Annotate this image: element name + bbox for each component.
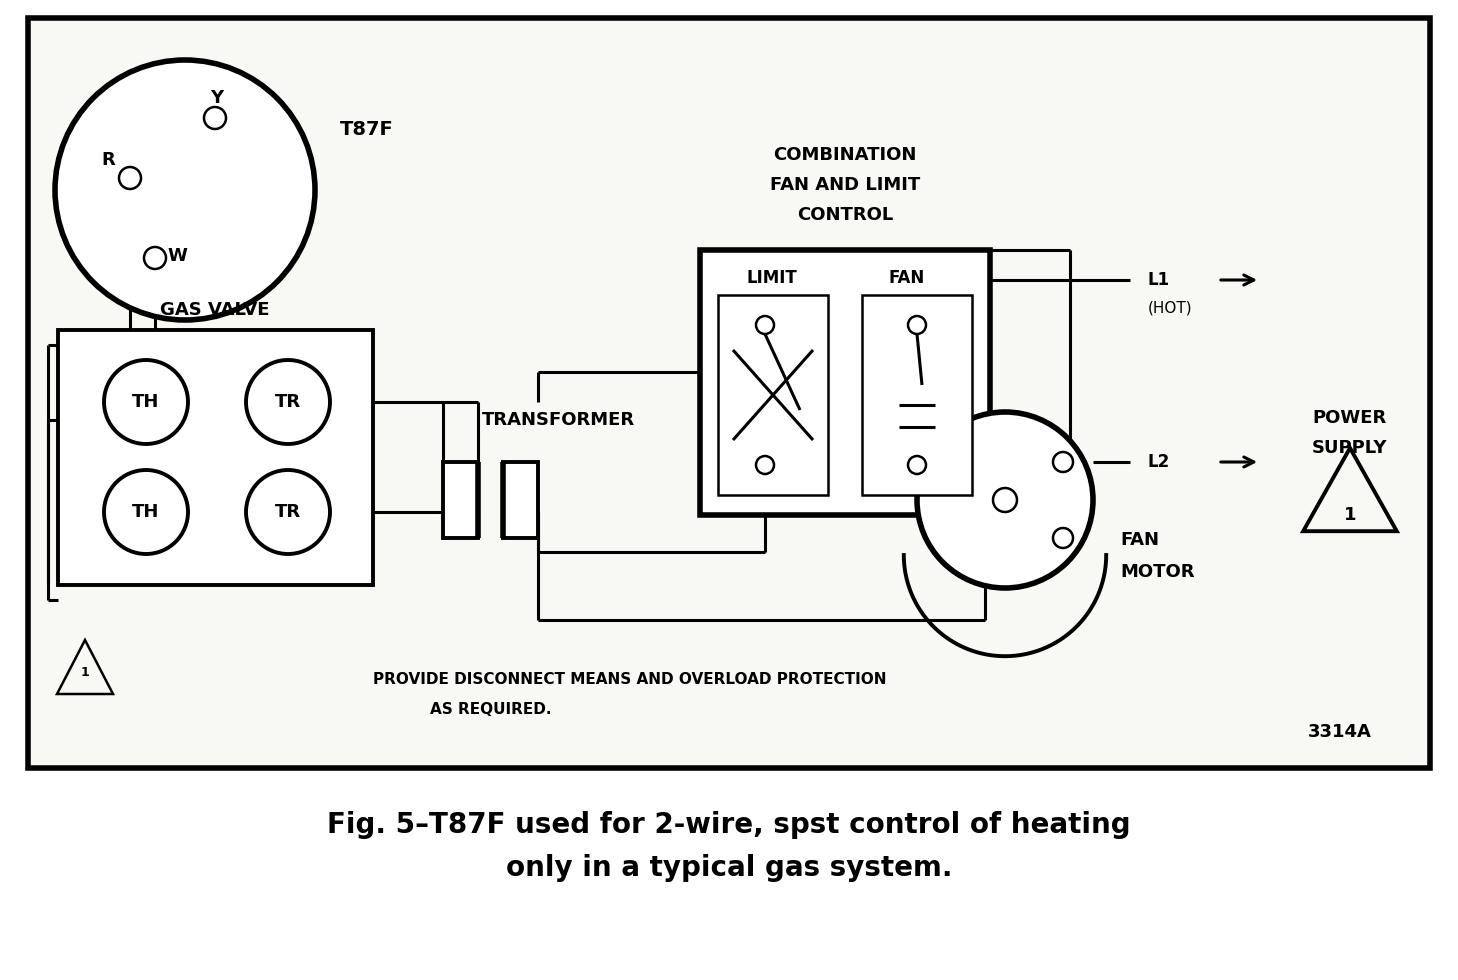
- Text: SUPPLY: SUPPLY: [1312, 439, 1388, 457]
- Bar: [700, 250, 990, 515]
- Text: FAN AND LIMIT: FAN AND LIMIT: [770, 176, 920, 194]
- Text: GAS VALVE: GAS VALVE: [160, 301, 270, 319]
- Text: TR: TR: [276, 393, 300, 411]
- Text: Fig. 5–T87F used for 2-wire, spst control of heating: Fig. 5–T87F used for 2-wire, spst contro…: [327, 811, 1131, 839]
- Circle shape: [104, 360, 188, 444]
- Text: L1: L1: [1147, 271, 1171, 289]
- Bar: [862, 295, 972, 495]
- Circle shape: [917, 412, 1094, 588]
- Text: FAN: FAN: [1120, 531, 1159, 549]
- Circle shape: [1053, 452, 1073, 472]
- Circle shape: [104, 470, 188, 554]
- Bar: [443, 462, 478, 538]
- Text: Y: Y: [210, 89, 223, 107]
- Text: (HOT): (HOT): [1147, 301, 1193, 316]
- Bar: [28, 18, 1430, 768]
- Circle shape: [246, 360, 330, 444]
- Text: W: W: [168, 247, 187, 265]
- Text: AS REQUIRED.: AS REQUIRED.: [430, 703, 551, 717]
- Text: LIMIT: LIMIT: [746, 269, 798, 287]
- Text: TH: TH: [133, 393, 160, 411]
- Text: R: R: [101, 151, 115, 169]
- Circle shape: [757, 456, 774, 474]
- Text: TH: TH: [133, 503, 160, 521]
- Text: COMBINATION: COMBINATION: [773, 146, 917, 164]
- Text: T87F: T87F: [340, 121, 394, 139]
- Text: MOTOR: MOTOR: [1120, 563, 1194, 581]
- Text: 3314A: 3314A: [1308, 723, 1372, 741]
- Circle shape: [993, 488, 1018, 512]
- Bar: [503, 462, 538, 538]
- Circle shape: [120, 167, 141, 189]
- Circle shape: [55, 60, 315, 320]
- Circle shape: [246, 470, 330, 554]
- Circle shape: [1053, 528, 1073, 548]
- Circle shape: [144, 247, 166, 269]
- Text: 1: 1: [80, 665, 89, 678]
- Text: 1: 1: [1344, 506, 1356, 524]
- Circle shape: [204, 107, 226, 129]
- Text: TR: TR: [276, 503, 300, 521]
- Circle shape: [908, 456, 926, 474]
- Text: TRANSFORMER: TRANSFORMER: [481, 411, 634, 429]
- Text: PROVIDE DISCONNECT MEANS AND OVERLOAD PROTECTION: PROVIDE DISCONNECT MEANS AND OVERLOAD PR…: [373, 672, 886, 688]
- Text: CONTROL: CONTROL: [798, 206, 894, 224]
- Circle shape: [908, 316, 926, 334]
- Text: only in a typical gas system.: only in a typical gas system.: [506, 854, 952, 882]
- Bar: [58, 330, 373, 585]
- Bar: [717, 295, 828, 495]
- Text: FAN: FAN: [889, 269, 926, 287]
- Circle shape: [757, 316, 774, 334]
- Text: POWER: POWER: [1312, 409, 1387, 427]
- Text: L2: L2: [1147, 453, 1171, 471]
